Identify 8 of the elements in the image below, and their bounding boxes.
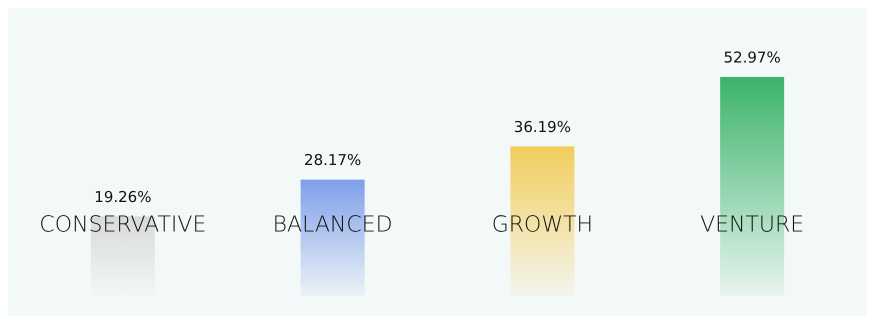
x-tick-label: VENTURE	[700, 212, 804, 238]
x-tick-label: GROWTH	[492, 212, 594, 238]
x-tick-label: BALANCED	[272, 212, 393, 238]
data-label: 36.19%	[514, 118, 571, 136]
data-label: 19.26%	[94, 188, 152, 206]
data-label: 52.97%	[724, 48, 781, 67]
data-label: 28.17%	[304, 151, 362, 170]
x-tick-label: CONSERVATIVE	[39, 212, 206, 238]
